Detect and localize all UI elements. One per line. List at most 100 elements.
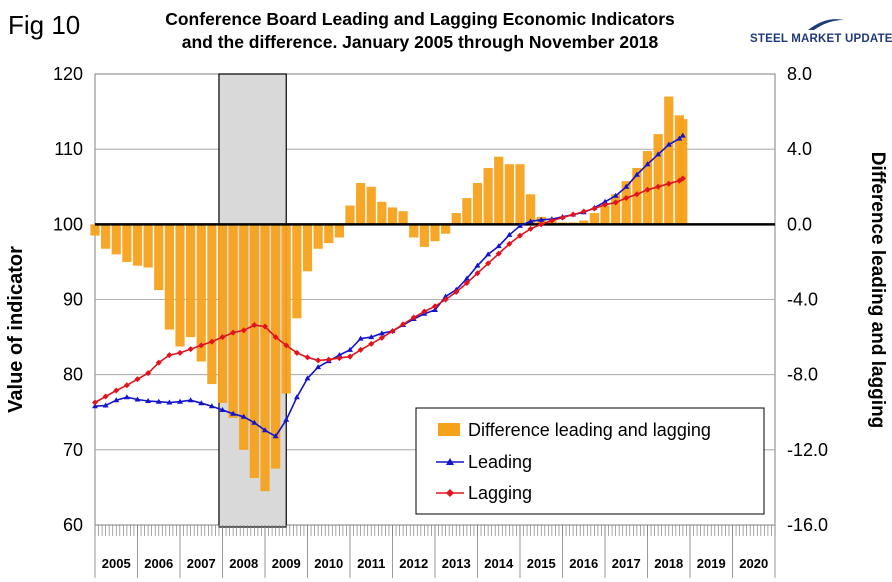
lagging-point <box>102 393 109 400</box>
lagging-point <box>570 211 577 218</box>
lagging-point <box>208 338 215 345</box>
difference-bar <box>281 224 291 394</box>
leading-point <box>177 398 183 404</box>
difference-bar <box>526 194 536 225</box>
difference-bar <box>462 198 472 225</box>
y-tick-label: 110 <box>54 139 83 159</box>
lagging-point <box>506 240 513 247</box>
difference-bar <box>483 167 493 225</box>
difference-bar <box>313 224 323 249</box>
difference-bar <box>356 182 366 225</box>
difference-bar <box>472 182 483 225</box>
leading-point <box>527 218 534 224</box>
lagging-point <box>644 186 651 193</box>
leading-point <box>134 396 141 402</box>
lagging-point <box>580 208 587 215</box>
leading-point <box>187 397 194 403</box>
chart-title: Conference Board Leading and Lagging Eco… <box>100 8 740 54</box>
lagging-point <box>612 199 619 206</box>
x-year-label: 2017 <box>612 556 641 571</box>
leading-point <box>145 397 152 403</box>
x-year-label: 2007 <box>187 556 216 571</box>
lagging-point <box>655 183 662 190</box>
leading-point <box>432 307 438 313</box>
lagging-point <box>166 352 173 359</box>
leading-point <box>347 346 353 352</box>
y-tick-label: 70 <box>63 440 83 460</box>
x-year-label: 2011 <box>357 556 385 571</box>
difference-bar <box>228 224 238 418</box>
difference-bar <box>366 186 376 225</box>
y-tick-label: 120 <box>53 64 83 84</box>
lagging-point <box>538 221 545 228</box>
legend-label-lagging: Lagging <box>468 483 532 503</box>
difference-bar <box>175 224 185 347</box>
x-year-label: 2008 <box>229 556 258 571</box>
leading-point <box>123 394 130 400</box>
y2-tick-label: -8.0 <box>787 365 818 385</box>
lagging-point <box>219 334 226 341</box>
difference-bar <box>164 224 174 330</box>
leading-point <box>102 402 109 408</box>
leading-point <box>92 403 98 409</box>
lagging-point <box>187 346 194 353</box>
y-tick-label: 100 <box>53 214 83 234</box>
leading-point <box>474 262 481 268</box>
leading-point <box>538 216 545 222</box>
lagging-point <box>293 349 300 356</box>
y2-tick-label: -4.0 <box>787 290 818 310</box>
lagging-point <box>347 353 353 360</box>
y2-tick-label: -16.0 <box>787 515 828 535</box>
x-year-label: 2020 <box>739 556 768 571</box>
lagging-point <box>113 387 120 394</box>
lagging-point <box>262 323 268 330</box>
y-tick-label: 90 <box>63 290 83 310</box>
lagging-point <box>315 357 322 364</box>
leading-point <box>495 243 502 249</box>
difference-bar <box>101 224 111 249</box>
lagging-point <box>517 232 523 239</box>
lagging-point <box>633 191 640 198</box>
legend-marker-lagging <box>446 489 454 497</box>
leading-point <box>208 403 215 409</box>
difference-bar <box>579 220 589 225</box>
difference-bar <box>324 224 334 244</box>
lagging-point <box>432 303 438 310</box>
leading-point <box>378 330 385 336</box>
difference-bar <box>196 224 206 362</box>
difference-bar <box>611 194 621 225</box>
lagging-point <box>591 205 598 212</box>
difference-bar <box>600 205 610 225</box>
lagging-point <box>421 308 428 315</box>
legend-label-difference: Difference leading and lagging <box>468 420 711 440</box>
y2-axis-title: Difference leading and lagging <box>867 152 888 429</box>
difference-bar <box>398 211 408 225</box>
difference-bar <box>292 224 302 319</box>
lagging-point <box>325 356 332 363</box>
brand-swoosh-icon <box>808 19 844 30</box>
lagging-point <box>283 342 290 349</box>
difference-bar <box>589 213 599 225</box>
lagging-point <box>134 376 141 383</box>
leading-point <box>219 406 226 412</box>
lagging-point <box>92 399 98 406</box>
leading-point <box>665 141 672 147</box>
lagging-point <box>304 354 311 361</box>
x-year-label: 2015 <box>527 556 556 571</box>
y2-tick-label: -12.0 <box>787 440 828 460</box>
leading-point <box>283 416 290 422</box>
lagging-point <box>559 214 566 221</box>
leading-point <box>368 334 375 340</box>
lagging-point <box>251 322 258 329</box>
lagging-point <box>453 288 460 295</box>
y-tick-label: 60 <box>63 515 83 535</box>
difference-bar <box>504 164 514 225</box>
leading-point <box>655 151 662 157</box>
lagging-point <box>272 334 279 341</box>
brand-name: STEEL MARKET UPDATE <box>750 33 892 45</box>
difference-bar <box>111 224 121 255</box>
y2-tick-label: 8.0 <box>787 64 812 84</box>
brand-logo: STEEL MARKET UPDATE <box>748 14 892 54</box>
lagging-point <box>548 217 555 224</box>
